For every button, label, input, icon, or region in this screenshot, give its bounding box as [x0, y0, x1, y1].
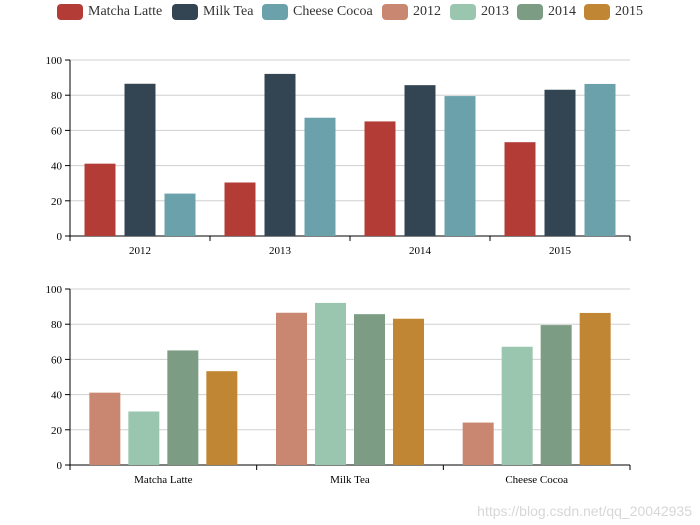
bar	[206, 371, 238, 465]
bar	[264, 73, 296, 237]
bar	[584, 83, 616, 236]
legend-item-milk-tea[interactable]: Milk Tea	[172, 2, 253, 22]
bar	[354, 314, 385, 465]
bar	[504, 142, 536, 236]
legend-swatch	[57, 4, 83, 20]
y-tick-label: 80	[51, 90, 63, 102]
bar	[364, 121, 396, 236]
x-tick-label: 2015	[549, 245, 572, 257]
bar	[462, 422, 494, 465]
legend-label: 2013	[481, 4, 509, 19]
x-tick-label: Milk Tea	[330, 474, 370, 486]
y-tick-label: 40	[51, 161, 63, 173]
bar	[404, 85, 436, 236]
bar	[164, 193, 196, 236]
y-tick-label: 0	[57, 231, 63, 243]
x-tick-label: Cheese Cocoa	[505, 474, 568, 486]
chart-1: 0 20 40 60 80 100 2012 2013 2014 2015	[46, 55, 631, 257]
bar	[540, 325, 572, 465]
legend-label: 2012	[413, 4, 441, 19]
legend-swatch	[172, 4, 198, 20]
x-tick-label: 2012	[129, 245, 151, 257]
bar	[579, 312, 611, 465]
bar	[128, 411, 160, 465]
legend-swatch	[262, 4, 288, 20]
legend-label: Matcha Latte	[88, 4, 163, 19]
bar	[304, 117, 336, 236]
y-tick-label: 100	[46, 284, 63, 296]
x-tick-label: Matcha Latte	[134, 474, 192, 486]
legend-label: 2014	[548, 4, 576, 19]
bar	[315, 302, 346, 465]
y-tick-label: 20	[51, 196, 63, 208]
y-tick-label: 60	[51, 125, 63, 137]
legend-swatch	[517, 4, 543, 20]
y-tick-label: 100	[46, 55, 63, 67]
legend-item-2013[interactable]: 2013	[450, 2, 509, 22]
chart-2: 0 20 40 60 80 100 Matcha Latte Milk Tea Cheese C…	[46, 284, 631, 486]
bar	[89, 392, 121, 465]
y-tick-label: 80	[51, 319, 63, 331]
legend-item-2015[interactable]: 2015	[584, 2, 643, 22]
y-tick-label: 60	[51, 354, 63, 366]
legend-label: Milk Tea	[203, 4, 254, 19]
y-tick-label: 40	[51, 390, 63, 402]
bar	[84, 163, 116, 236]
x-tick-label: 2013	[269, 245, 292, 257]
y-tick-label: 20	[51, 425, 63, 437]
legend-swatch	[450, 4, 476, 20]
chart-legend: Matcha Latte Milk Tea Cheese Cocoa 2012 2013…	[0, 0, 700, 24]
bar	[276, 312, 307, 465]
bar	[444, 96, 476, 236]
bar	[393, 318, 424, 465]
legend-swatch	[584, 4, 610, 20]
bar	[167, 350, 199, 465]
legend-label: 2015	[615, 4, 643, 19]
bar	[124, 83, 156, 236]
watermark-text: https://blog.csdn.net/qq_20042935	[477, 503, 692, 519]
legend-item-matcha-latte[interactable]: Matcha Latte	[57, 2, 162, 22]
y-tick-label: 0	[57, 460, 63, 472]
legend-item-cheese-cocoa[interactable]: Cheese Cocoa	[262, 2, 373, 22]
bar	[544, 89, 576, 236]
legend-item-2014[interactable]: 2014	[517, 2, 576, 22]
x-tick-label: 2014	[409, 245, 432, 257]
legend-item-2012[interactable]: 2012	[382, 2, 441, 22]
bar	[501, 346, 533, 465]
legend-swatch	[382, 4, 408, 20]
legend-label: Cheese Cocoa	[293, 4, 373, 19]
bar	[224, 182, 256, 236]
